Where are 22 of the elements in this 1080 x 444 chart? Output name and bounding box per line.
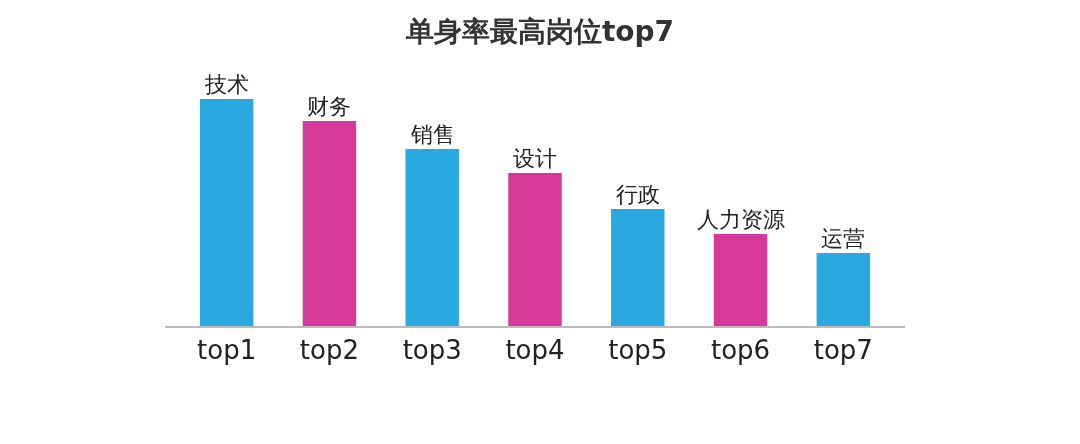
annotation: 技术 — [204, 72, 249, 97]
bar — [816, 252, 871, 326]
x-tick-label: top4 — [505, 335, 565, 366]
x-tick-label: top3 — [402, 335, 462, 366]
bar — [302, 121, 357, 326]
x-tick-label: top6 — [710, 335, 771, 366]
bar — [713, 234, 768, 326]
bar — [405, 148, 459, 326]
x-tick-label: top1 — [197, 335, 257, 366]
bar — [199, 99, 254, 326]
annotation: 销售 — [410, 122, 455, 147]
x-tick-label: top7 — [813, 335, 873, 366]
annotation: 设计 — [513, 146, 557, 171]
x-tick-label: top5 — [608, 335, 668, 366]
bar — [611, 209, 665, 326]
annotation: 财务 — [307, 94, 351, 119]
bar — [508, 173, 562, 326]
annotation: 运营 — [821, 226, 865, 251]
x-tick-label: top2 — [299, 335, 360, 366]
annotation: 人力资源 — [697, 207, 785, 232]
annotation: 行政 — [616, 182, 660, 207]
chart-title: 单身率最高岗位top7 — [404, 14, 675, 48]
